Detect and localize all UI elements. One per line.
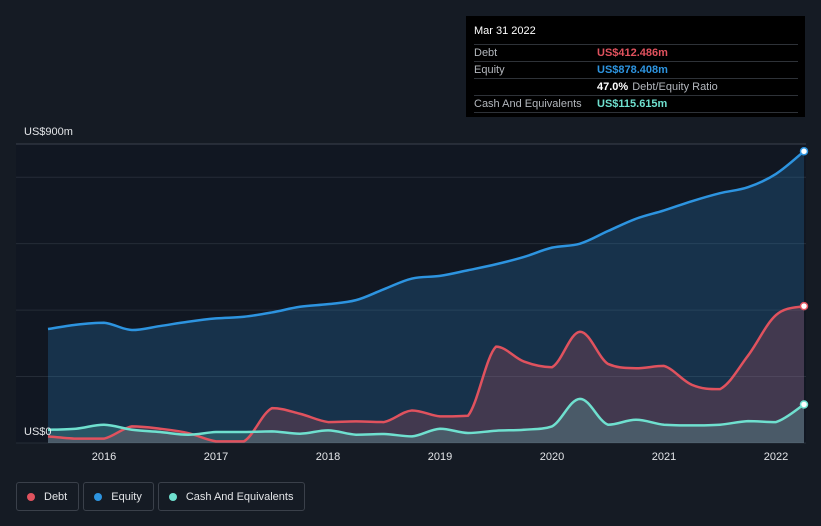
tooltip-cash-value: US$115.615m	[597, 98, 668, 110]
x-tick-label: 2020	[540, 451, 564, 463]
tooltip-row-ratio: 47.0% Debt/Equity Ratio	[474, 78, 798, 95]
tooltip-row-debt: Debt US$412.486m	[474, 44, 798, 61]
plot-background	[16, 144, 806, 443]
tooltip-debt-label: Debt	[474, 47, 498, 59]
tooltip-equity-value: US$878.408m	[597, 64, 668, 76]
debt-endpoint-marker	[799, 301, 809, 311]
debt-legend-dot-icon	[27, 492, 35, 501]
x-tick-label: 2016	[92, 451, 116, 463]
y-axis-bottom-label: US$0	[24, 426, 52, 438]
tooltip-cash-label: Cash And Equivalents	[474, 98, 582, 110]
legend-debt-label: Debt	[44, 490, 68, 503]
tooltip-row-equity: Equity US$878.408m	[474, 61, 798, 78]
equity-area	[48, 151, 804, 443]
debt-area	[48, 306, 804, 443]
x-tick-label: 2022	[764, 451, 788, 463]
legend-item-debt[interactable]: Debt	[16, 482, 80, 511]
tooltip-debt-value: US$412.486m	[597, 47, 668, 59]
equity-legend-dot-icon	[94, 492, 103, 501]
legend-item-equity[interactable]: Equity	[83, 482, 154, 511]
x-tick-label: 2021	[652, 451, 676, 463]
tooltip-row-cash: Cash And Equivalents US$115.615m	[474, 95, 798, 113]
tooltip-date: Mar 31 2022	[474, 25, 536, 37]
x-tick-label: 2017	[204, 451, 228, 463]
cash-area	[48, 398, 804, 443]
equity-line	[47, 150, 805, 332]
legend-item-cash[interactable]: Cash And Equivalents	[157, 482, 306, 511]
x-tick-label: 2019	[428, 451, 452, 463]
legend-equity-label: Equity	[111, 490, 142, 503]
cash-endpoint-marker	[799, 400, 809, 409]
chart-legend: Debt Equity Cash And Equivalents	[16, 482, 309, 511]
equity-endpoint-marker	[799, 147, 809, 156]
x-tick-label: 2018	[316, 451, 340, 463]
tooltip-equity-label: Equity	[474, 64, 505, 76]
debt-line	[47, 304, 805, 443]
cash-line	[47, 397, 805, 438]
tooltip-ratio-label: Debt/Equity Ratio	[632, 81, 718, 93]
tooltip-ratio-value: 47.0%	[597, 81, 629, 93]
cash-legend-dot-icon	[168, 492, 177, 501]
y-axis-top-label: US$900m	[24, 126, 73, 138]
legend-cash-label: Cash And Equivalents	[185, 490, 294, 503]
tooltip-panel: Mar 31 2022 Debt US$412.486m Equity US$8…	[466, 16, 805, 117]
